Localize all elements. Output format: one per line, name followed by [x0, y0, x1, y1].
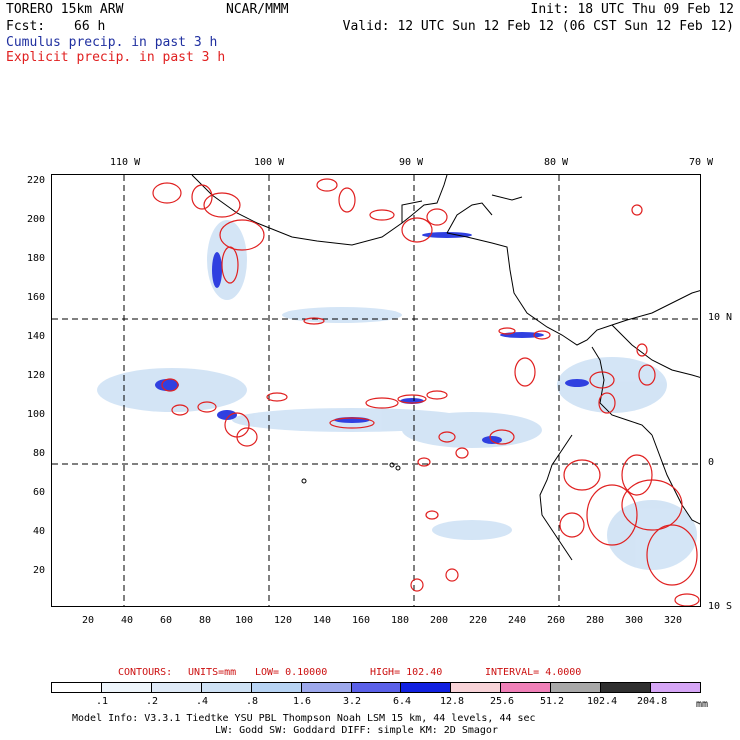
coastlines — [191, 175, 700, 561]
x-tick-140: 140 — [313, 615, 332, 626]
legend-value-10: 102.4 — [587, 696, 618, 707]
y-tick-220: 220 — [27, 175, 46, 186]
legend-swatch-5 — [301, 683, 352, 692]
legend-swatch-4 — [251, 683, 302, 692]
y-tick-200: 200 — [27, 214, 46, 225]
contours-units: UNITS=mm — [188, 667, 237, 678]
legend-swatch-8 — [451, 683, 502, 692]
legend-swatch-10 — [551, 683, 602, 692]
x-tick-20: 20 — [82, 615, 95, 626]
cumulus-precip-label: Cumulus precip. in past 3 h — [6, 35, 218, 50]
forecast-label: Fcst: — [6, 19, 46, 34]
color-legend — [51, 682, 701, 693]
legend-value-6: 6.4 — [393, 696, 412, 707]
y-tick-140: 140 — [27, 331, 46, 342]
contours-interval: INTERVAL= 4.0000 — [485, 667, 582, 678]
legend-value-0: .1 — [96, 696, 109, 707]
x-tick-40: 40 — [121, 615, 134, 626]
x-tick-60: 60 — [160, 615, 173, 626]
lon-label-80w: 80 W — [544, 157, 569, 168]
model-info-line2: LW: Godd SW: Goddard DIFF: simple KM: 2D… — [215, 725, 498, 736]
lat-label-0: 0 — [708, 457, 715, 468]
lon-label-100w: 100 W — [254, 157, 285, 168]
cumulus-light-shading — [97, 220, 697, 570]
y-tick-80: 80 — [33, 448, 46, 459]
legend-value-1: .2 — [146, 696, 159, 707]
legend-value-11: 204.8 — [637, 696, 668, 707]
legend-swatch-3 — [201, 683, 252, 692]
y-tick-160: 160 — [27, 292, 46, 303]
model-name: TORERO 15km ARW — [6, 2, 124, 17]
x-tick-300: 300 — [625, 615, 644, 626]
organization: NCAR/MMM — [226, 2, 289, 17]
legend-value-2: .4 — [196, 696, 209, 707]
x-tick-100: 100 — [235, 615, 254, 626]
legend-swatch-7 — [401, 683, 452, 692]
x-tick-120: 120 — [274, 615, 293, 626]
init-time: Init: 18 UTC Thu 09 Feb 12 — [530, 2, 735, 17]
y-tick-20: 20 — [33, 565, 46, 576]
forecast-hours: 66 h — [74, 19, 106, 34]
y-tick-120: 120 — [27, 370, 46, 381]
x-tick-80: 80 — [199, 615, 212, 626]
contours-low: LOW= 0.10000 — [255, 667, 328, 678]
legend-swatch-0 — [52, 683, 102, 692]
lon-label-70w: 70 W — [689, 157, 714, 168]
precip-map — [51, 174, 701, 607]
lat-label-10n: 10 N — [708, 312, 733, 323]
legend-value-3: .8 — [246, 696, 259, 707]
legend-value-7: 12.8 — [440, 696, 465, 707]
x-tick-220: 220 — [469, 615, 488, 626]
x-tick-320: 320 — [664, 615, 683, 626]
y-tick-40: 40 — [33, 526, 46, 537]
explicit-precip-label: Explicit precip. in past 3 h — [6, 50, 226, 65]
model-info-line1: Model Info: V3.3.1 Tiedtke YSU PBL Thomp… — [72, 713, 536, 724]
legend-units: mm — [696, 699, 709, 710]
x-tick-180: 180 — [391, 615, 410, 626]
x-tick-280: 280 — [586, 615, 605, 626]
y-tick-100: 100 — [27, 409, 46, 420]
valid-time: Valid: 12 UTC Sun 12 Feb 12 (06 CST Sun … — [342, 19, 734, 34]
contours-label: CONTOURS: — [118, 667, 173, 678]
legend-value-5: 3.2 — [343, 696, 362, 707]
legend-value-9: 51.2 — [540, 696, 565, 707]
cumulus-heavy-shading — [155, 232, 589, 444]
lat-label-10s: 10 S — [708, 601, 733, 612]
x-tick-160: 160 — [352, 615, 371, 626]
legend-swatch-12 — [651, 683, 700, 692]
legend-swatch-2 — [151, 683, 202, 692]
lon-label-110w: 110 W — [110, 157, 141, 168]
explicit-contours — [152, 178, 700, 606]
legend-swatch-9 — [501, 683, 552, 692]
map-canvas — [52, 175, 700, 606]
y-tick-180: 180 — [27, 253, 46, 264]
x-tick-240: 240 — [508, 615, 527, 626]
x-tick-260: 260 — [547, 615, 566, 626]
legend-swatch-1 — [101, 683, 152, 692]
legend-swatch-6 — [351, 683, 402, 692]
legend-value-4: 1.6 — [293, 696, 312, 707]
contours-high: HIGH= 102.40 — [370, 667, 443, 678]
y-tick-60: 60 — [33, 487, 46, 498]
lon-label-90w: 90 W — [399, 157, 424, 168]
legend-swatch-11 — [601, 683, 652, 692]
legend-value-8: 25.6 — [490, 696, 515, 707]
x-tick-200: 200 — [430, 615, 449, 626]
